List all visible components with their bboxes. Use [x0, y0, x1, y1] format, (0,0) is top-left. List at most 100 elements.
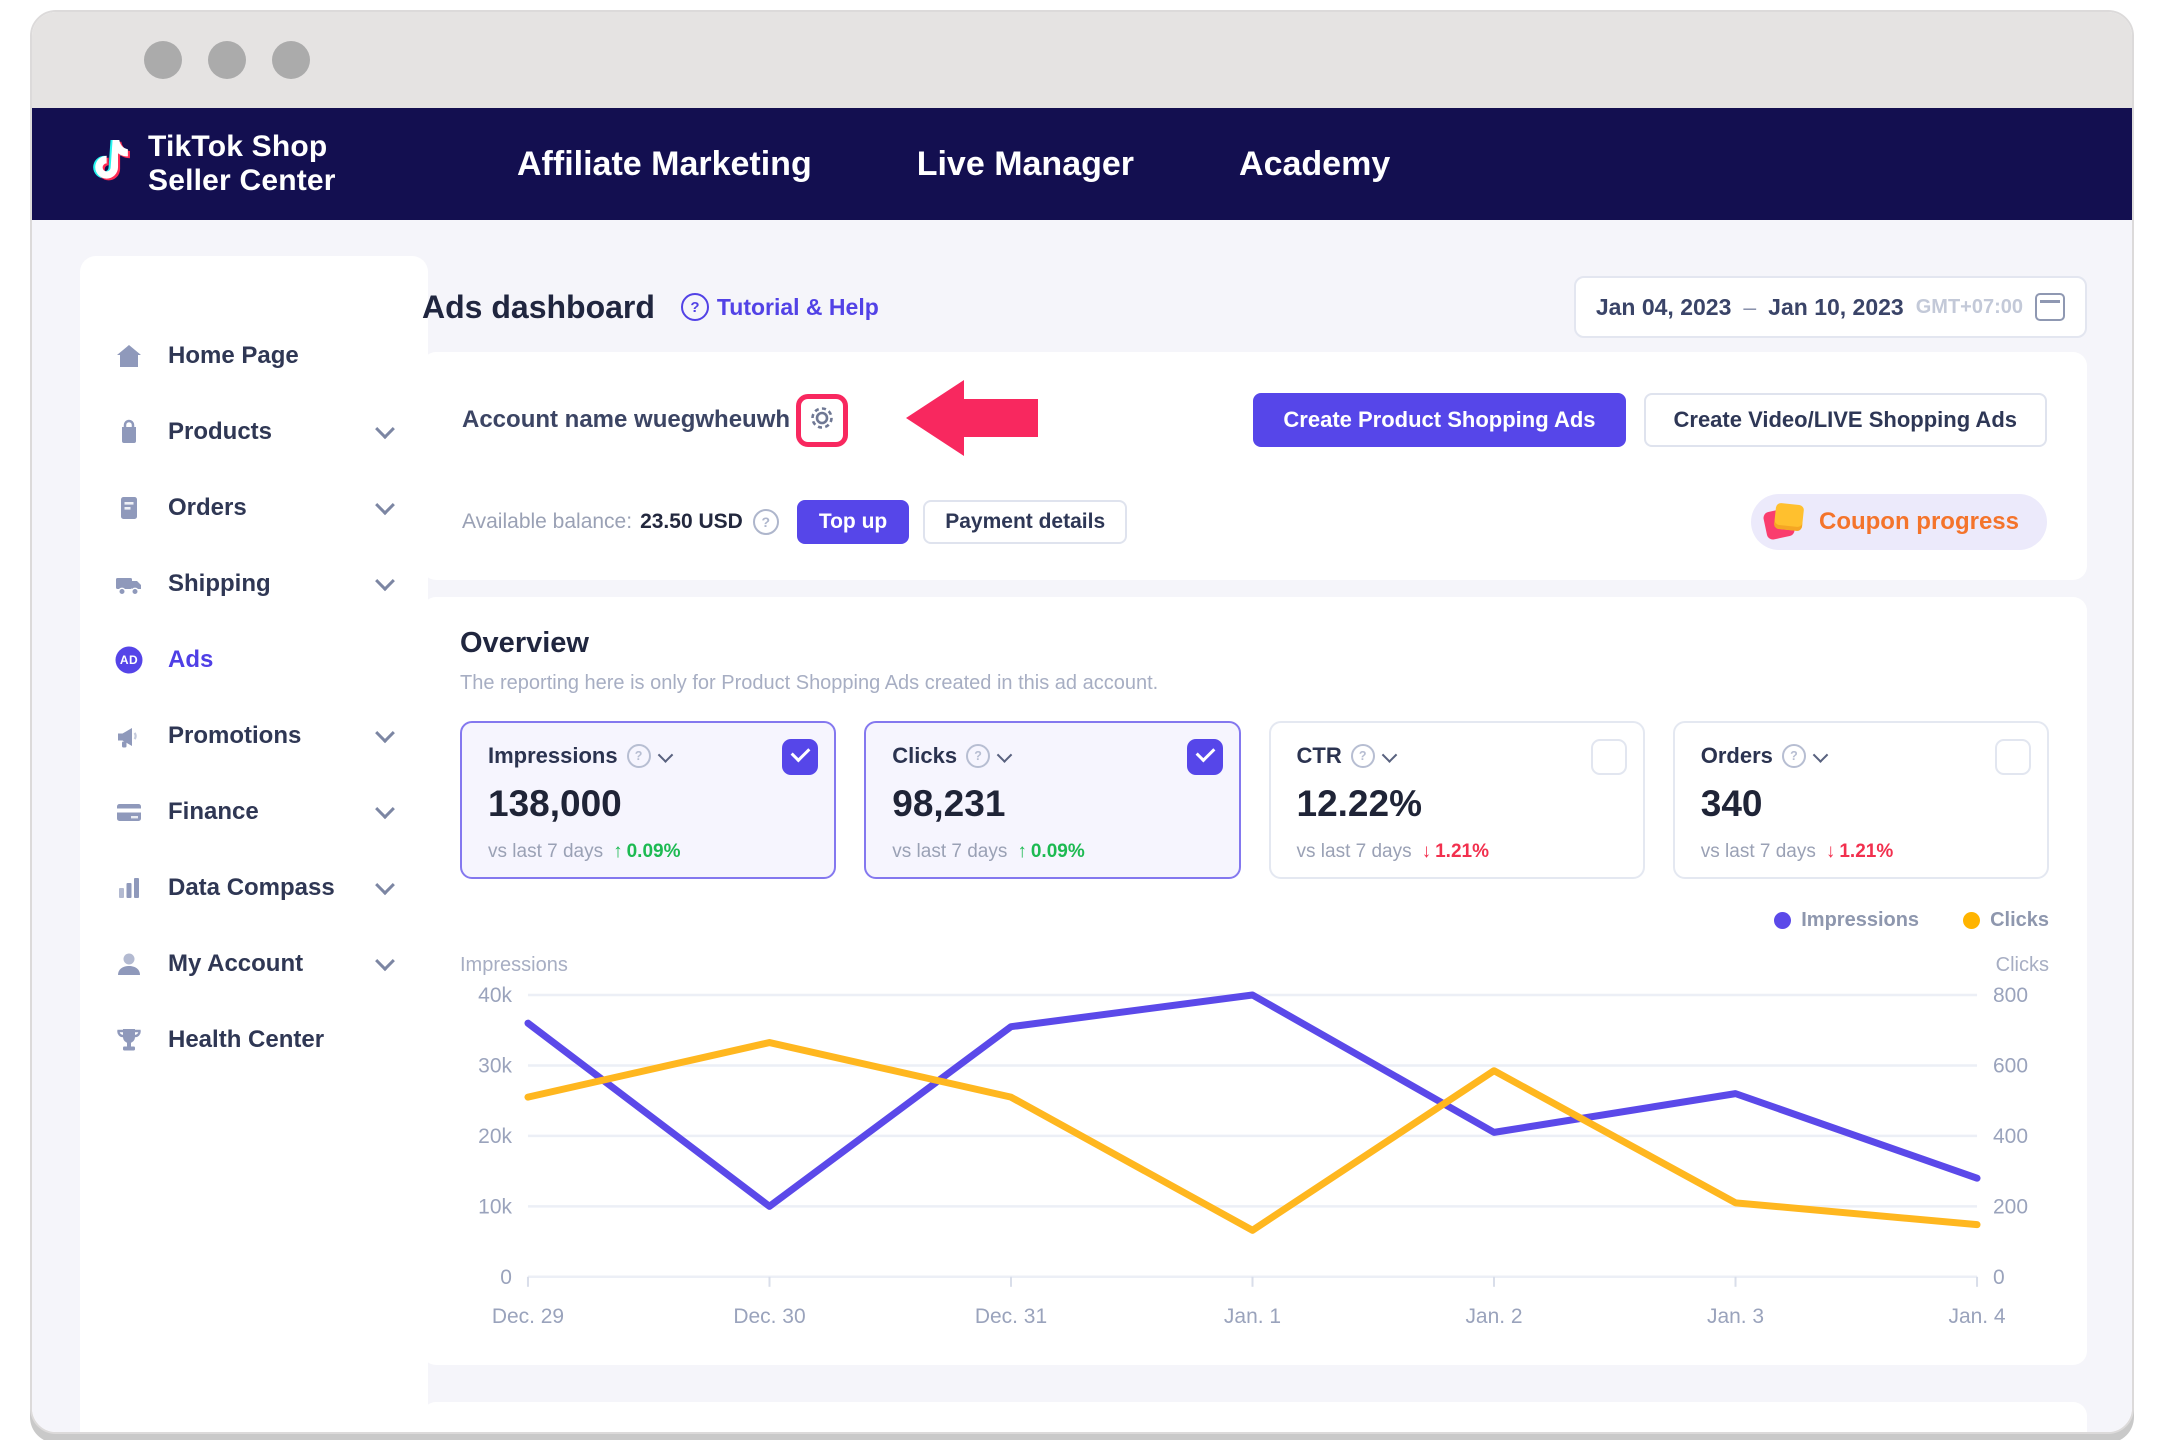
nav-live-manager[interactable]: Live Manager [916, 144, 1135, 183]
metric-checkbox-impressions[interactable] [782, 739, 819, 775]
line-chart: 0 0 10k 200 20k 400 30k 600 40k 800 Dec. 29 Dec. 30… [478, 984, 2028, 1328]
metric-help-icon[interactable]: ? [1350, 744, 1375, 768]
chevron-down-icon [375, 875, 395, 896]
sidebar-item-data-compass[interactable]: Data Compass [80, 850, 428, 926]
left-axis-title: Impressions [460, 954, 568, 976]
svg-text:20k: 20k [478, 1125, 512, 1148]
delta-up: 0.09% [1017, 841, 1085, 863]
sidebar: Home Page Products Orders Shi [80, 256, 428, 1432]
delta-up: 0.09% [613, 841, 681, 863]
bar-chart-icon [114, 873, 144, 903]
metric-card-orders[interactable]: Orders? 340 vs last 7 days1.21% [1672, 721, 2049, 879]
right-axis-title: Clicks [1995, 954, 2049, 976]
svg-text:0: 0 [1993, 1266, 2005, 1289]
svg-text:Dec. 31: Dec. 31 [975, 1305, 1047, 1328]
date-range-picker[interactable]: Jan 04, 2023 – Jan 10, 2023 GMT+07:00 [1573, 276, 2087, 338]
metric-card-impressions[interactable]: Impressions? 138,000 vs last 7 days0.09% [460, 721, 837, 879]
svg-text:0: 0 [500, 1266, 512, 1289]
help-bulb-icon: ? [680, 293, 709, 321]
date-separator: – [1743, 293, 1757, 320]
svg-text:40k: 40k [478, 984, 512, 1007]
sidebar-item-orders[interactable]: Orders [80, 470, 428, 546]
chevron-down-icon[interactable] [1381, 746, 1397, 763]
nav-academy[interactable]: Academy [1239, 144, 1391, 183]
svg-text:600: 600 [1993, 1054, 2028, 1077]
axis-titles: Impressions Clicks [460, 954, 2049, 977]
date-end: Jan 10, 2023 [1768, 293, 1904, 320]
create-video-live-shopping-ads-button[interactable]: Create Video/LIVE Shopping Ads [1643, 393, 2047, 447]
window-chrome [32, 12, 2132, 108]
svg-text:200: 200 [1993, 1195, 2028, 1218]
metric-checkbox-ctr[interactable] [1590, 739, 1627, 775]
tutorial-help-link[interactable]: ? Tutorial & Help [680, 293, 879, 321]
balance-label: Available balance: [462, 510, 633, 533]
tiktok-shop-logo[interactable]: TikTok Shop Seller Center [88, 130, 336, 197]
sidebar-item-ads[interactable]: AD Ads [80, 622, 428, 698]
svg-text:Jan. 1: Jan. 1 [1224, 1305, 1281, 1328]
svg-text:Dec. 30: Dec. 30 [733, 1305, 805, 1328]
document-icon [114, 493, 144, 523]
metric-card-clicks[interactable]: Clicks? 98,231 vs last 7 days0.09% [864, 721, 1241, 879]
window-dot-1[interactable] [144, 41, 182, 79]
app-window: TikTok Shop Seller Center Affiliate Mark… [30, 10, 2134, 1434]
coupon-progress-button[interactable]: Coupon progress [1750, 494, 2047, 550]
annotation-arrow-icon [906, 377, 1039, 464]
date-start: Jan 04, 2023 [1595, 293, 1732, 320]
metric-help-icon[interactable]: ? [1781, 744, 1806, 768]
svg-text:Jan. 2: Jan. 2 [1465, 1305, 1522, 1328]
top-navbar: TikTok Shop Seller Center Affiliate Mark… [32, 108, 2132, 220]
metric-value: 340 [1700, 783, 1763, 824]
sidebar-item-home-page[interactable]: Home Page [80, 318, 428, 394]
svg-text:30k: 30k [478, 1054, 512, 1077]
metric-cards: Impressions? 138,000 vs last 7 days0.09%… [460, 721, 2049, 879]
metric-checkbox-orders[interactable] [1995, 739, 2031, 775]
metric-help-icon[interactable]: ? [966, 744, 991, 768]
page-title: Ads dashboard [422, 288, 655, 325]
ads-icon: AD [114, 645, 144, 675]
delta-down: 1.21% [1826, 841, 1893, 863]
balance-help-icon[interactable]: ? [752, 509, 779, 535]
metric-card-ctr[interactable]: CTR? 12.22% vs last 7 days1.21% [1268, 721, 1645, 879]
chevron-down-icon[interactable] [657, 746, 673, 763]
top-up-button[interactable]: Top up [796, 500, 910, 544]
chevron-down-icon [375, 723, 395, 744]
metric-checkbox-clicks[interactable] [1186, 739, 1223, 775]
sidebar-item-promotions[interactable]: Promotions [80, 698, 428, 774]
sidebar-item-shipping[interactable]: Shipping [80, 546, 428, 622]
delta-down: 1.21% [1422, 841, 1489, 863]
legend-dot-impressions [1774, 912, 1792, 929]
coupon-icon [1762, 500, 1807, 544]
content-area: Home Page Products Orders Shi [32, 220, 2132, 1432]
create-product-shopping-ads-button[interactable]: Create Product Shopping Ads [1253, 393, 1626, 447]
account-row: Account name wuegwheuwh [462, 379, 2047, 456]
chevron-down-icon [375, 571, 395, 592]
home-icon [114, 341, 144, 371]
svg-text:400: 400 [1993, 1125, 2028, 1148]
legend-dot-clicks [1963, 912, 1981, 929]
metric-value: 138,000 [488, 783, 622, 824]
gear-icon[interactable] [807, 403, 837, 438]
window-dot-3[interactable] [272, 41, 310, 79]
metric-help-icon[interactable]: ? [626, 744, 651, 768]
overview-card: Overview The reporting here is only for … [422, 597, 2087, 1365]
payment-details-button[interactable]: Payment details [923, 500, 1128, 544]
svg-text:800: 800 [1993, 984, 2028, 1007]
metric-value: 98,231 [892, 783, 1006, 824]
sidebar-item-finance[interactable]: Finance [80, 774, 428, 850]
shopping-bag-icon [114, 417, 144, 447]
timezone-label: GMT+07:00 [1915, 295, 2023, 318]
chevron-down-icon[interactable] [1812, 746, 1829, 763]
sidebar-item-health-center[interactable]: Health Center [80, 1002, 428, 1078]
calendar-icon [2035, 293, 2065, 321]
sidebar-item-products[interactable]: Products [80, 394, 428, 470]
chart-legend: Impressions Clicks [460, 909, 2049, 932]
credit-card-icon [114, 797, 144, 827]
svg-text:Dec. 29: Dec. 29 [492, 1305, 564, 1328]
nav-affiliate-marketing[interactable]: Affiliate Marketing [517, 144, 812, 183]
sidebar-item-my-account[interactable]: My Account [80, 926, 428, 1002]
account-card: Account name wuegwheuwh [422, 352, 2087, 580]
chevron-down-icon [375, 951, 395, 972]
window-dot-2[interactable] [208, 41, 246, 79]
annotation-highlight-ring [796, 393, 849, 447]
chevron-down-icon[interactable] [996, 746, 1013, 763]
